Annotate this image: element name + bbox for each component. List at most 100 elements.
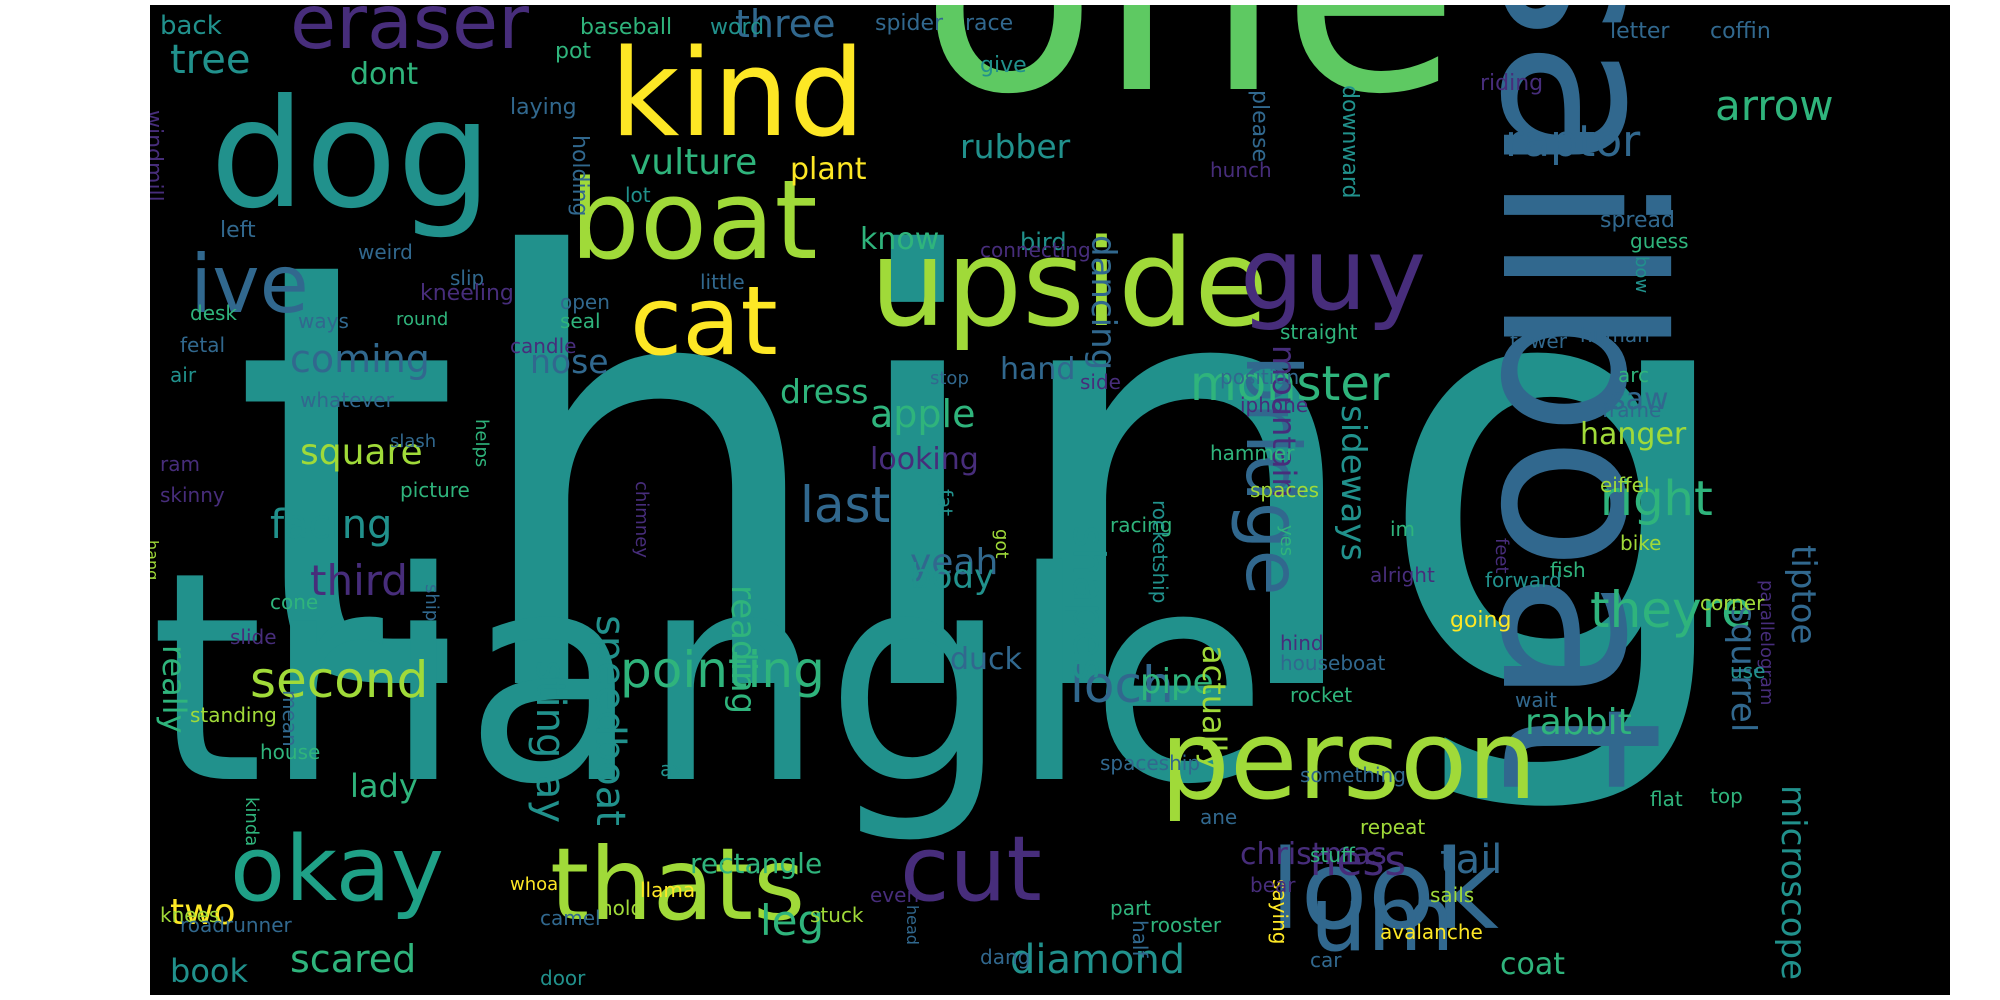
cloud-word: give: [980, 53, 1027, 78]
cloud-word: bow: [1631, 256, 1652, 294]
cloud-word: spider: [875, 11, 944, 36]
cloud-word: ive: [190, 238, 309, 331]
cloud-word: boat: [570, 156, 818, 284]
cloud-word: dang: [980, 945, 1031, 969]
cloud-word: iphone: [1240, 393, 1309, 417]
cloud-word: slash: [390, 431, 437, 452]
cloud-word: knees: [160, 903, 220, 927]
cloud-word: hanger: [1580, 417, 1687, 452]
cloud-word: thing: [230, 136, 1748, 823]
cloud-word: thats: [550, 826, 806, 943]
cloud-word: stingray: [527, 660, 573, 824]
cloud-word: tree: [170, 37, 251, 83]
cloud-word: pointing: [620, 641, 825, 699]
cloud-word: position: [1220, 365, 1300, 389]
cloud-word: cone: [270, 590, 319, 614]
cloud-word: something: [1300, 763, 1406, 787]
cloud-word: got: [991, 529, 1012, 559]
cloud-word: helps: [471, 419, 492, 468]
cloud-word: monster: [1190, 356, 1390, 412]
cloud-word: dancing: [1083, 235, 1123, 371]
cloud-word: three: [735, 5, 836, 46]
cloud-word: ax: [660, 757, 685, 781]
cloud-word: roadrunner: [180, 913, 292, 937]
cloud-word: sideways: [1333, 405, 1373, 562]
cloud-word: raptor: [1505, 116, 1641, 167]
cloud-word: part: [1110, 896, 1152, 920]
cloud-word: riding: [1480, 71, 1544, 96]
cloud-word: dont: [350, 57, 419, 92]
cloud-word: guess: [1630, 229, 1689, 253]
cloud-word: um: [1310, 867, 1455, 972]
cloud-word: saw: [1610, 382, 1669, 417]
cloud-word: camel: [540, 906, 601, 930]
cloud-word: one: [920, 5, 1460, 135]
cloud-word: really: [155, 645, 193, 734]
cloud-word: tail: [1440, 837, 1503, 883]
cloud-word: mean: [278, 690, 302, 747]
cloud-word: weird: [358, 240, 413, 264]
cloud-word: coat: [1500, 947, 1565, 982]
cloud-word: stuff: [1310, 843, 1355, 867]
cloud-word: whoa: [510, 874, 559, 895]
cloud-word: person: [1160, 696, 1538, 824]
cloud-word: eraser: [290, 5, 529, 66]
cloud-word: top: [1710, 784, 1743, 808]
cloud-word: duck: [950, 642, 1022, 677]
cloud-word: fat: [933, 489, 957, 517]
cloud-word: half: [1128, 920, 1152, 958]
cloud-word: fetal: [180, 333, 225, 357]
cloud-word: know: [860, 222, 940, 257]
cloud-word: slip: [450, 266, 485, 290]
cloud-word: fish: [1550, 558, 1586, 582]
word-cloud: thingonetrianglesailboatdogkindupsideboa…: [150, 5, 1950, 995]
cloud-word: two: [170, 892, 236, 933]
cloud-word: car: [1310, 948, 1342, 972]
cloud-word: book: [170, 952, 248, 990]
cloud-word: ram: [160, 452, 200, 476]
cloud-word: facing: [270, 502, 393, 548]
cloud-word: air: [170, 363, 197, 387]
cloud-word: house: [260, 740, 321, 764]
cloud-word: desk: [190, 301, 238, 325]
cloud-word: spaceship: [1100, 751, 1201, 775]
cloud-word: im: [1390, 517, 1416, 541]
cloud-word: tiptoe: [1783, 545, 1823, 645]
cloud-word: rabbit: [1525, 702, 1632, 743]
cloud-word: door: [540, 966, 586, 990]
cloud-word: lady: [350, 767, 418, 805]
cloud-word: kinda: [241, 797, 262, 847]
cloud-word: please: [1247, 90, 1272, 163]
cloud-word: shapes: [1063, 525, 1114, 681]
cloud-word: head: [903, 905, 922, 945]
cloud-word: triangle: [150, 511, 1269, 848]
cloud-word: candle: [510, 334, 577, 358]
cloud-word: yeah: [910, 542, 999, 583]
cloud-word: leg: [760, 896, 825, 945]
cloud-word: loch: [1070, 656, 1174, 714]
cloud-word: looking: [870, 442, 979, 477]
cloud-word: dog: [210, 68, 493, 242]
cloud-word: back: [160, 11, 222, 41]
cloud-word: whatever: [300, 388, 394, 412]
cloud-word: llama: [640, 878, 696, 902]
cloud-word: hunch: [1210, 158, 1272, 182]
cloud-word: slide: [230, 625, 277, 649]
cloud-word: kneeling: [420, 281, 514, 306]
cloud-word: hand: [1000, 352, 1076, 387]
cloud-word: downward: [1337, 85, 1362, 199]
cloud-word: skinny: [160, 483, 225, 507]
cloud-word: actually: [1195, 645, 1233, 772]
cloud-word: theyre: [1590, 581, 1752, 639]
cloud-word: guy: [1240, 216, 1427, 333]
cloud-word: frame: [1602, 398, 1662, 422]
cloud-word: bear: [1250, 873, 1296, 897]
cloud-word: flat: [1650, 787, 1683, 811]
cloud-word: christmas: [1240, 837, 1387, 872]
cloud-word: corner: [1700, 591, 1765, 615]
cloud-word: ways: [298, 309, 349, 333]
cloud-word: standing: [190, 703, 277, 727]
cloud-word: square: [300, 432, 423, 473]
cloud-word: ness: [1310, 836, 1407, 885]
cloud-word: holding: [567, 135, 592, 217]
